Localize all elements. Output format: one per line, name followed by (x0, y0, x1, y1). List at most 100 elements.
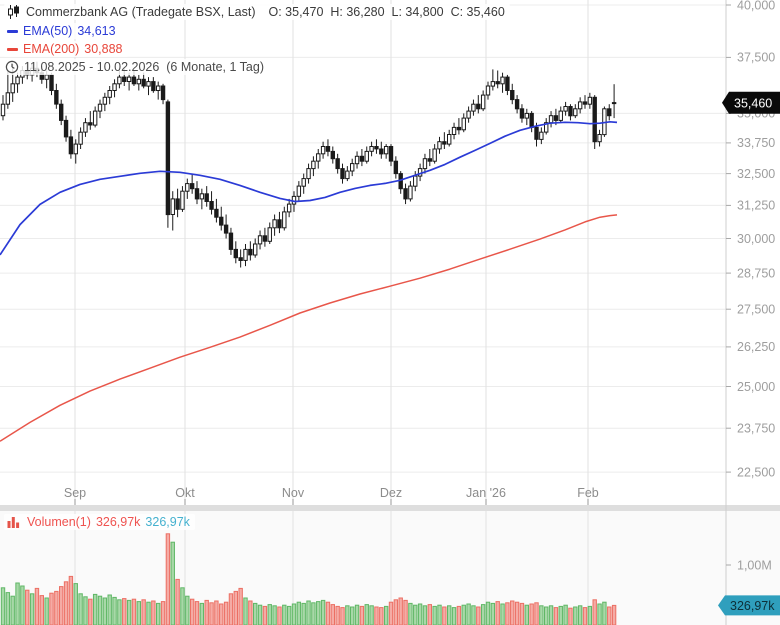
time-axis[interactable]: Sep Okt Nov Dez Jan '26 Feb (64, 486, 599, 505)
volume-bar (156, 602, 161, 625)
volume-bar (49, 592, 54, 625)
candle-body (558, 110, 563, 121)
volume-bar (146, 601, 151, 625)
volume-bar (233, 590, 239, 625)
candle-body (88, 122, 93, 126)
candle-body (427, 158, 433, 162)
volume-bar (320, 599, 326, 625)
last-volume-badge-value: 326,97k (730, 599, 775, 613)
volume-bar (243, 597, 248, 625)
volume-bar (262, 605, 268, 625)
candle-body (325, 146, 331, 152)
volume-bar (39, 595, 44, 625)
volume-tick-label: 1,00M (737, 558, 772, 572)
volume-bar (393, 599, 399, 625)
candle-body (510, 90, 515, 101)
volume-bar (388, 601, 394, 625)
volume-bar (403, 599, 408, 625)
candlestick-chart-icon (8, 5, 19, 19)
ema200-legend-row[interactable]: EMA(200) 30,888 (4, 41, 128, 57)
volume-bar (194, 601, 200, 625)
volume-bar (238, 587, 243, 625)
volume-bar (20, 585, 25, 625)
volume-bar (301, 602, 306, 625)
price-panel-background[interactable] (0, 0, 780, 505)
month-label: Sep (64, 486, 86, 500)
volume-axis[interactable]: 1,00M (726, 558, 772, 572)
volume-legend-row[interactable]: Volumen(1) 326,97k 326,97k (4, 514, 195, 530)
candle-body (345, 170, 350, 180)
volume-bar (398, 597, 403, 625)
date-range-row[interactable]: 11.08.2025 - 10.02.2026 (6 Monate, 1 Tag… (2, 59, 269, 75)
candle-body (185, 183, 190, 192)
volume-bar (548, 605, 554, 625)
price-tick-label: 27,500 (737, 303, 775, 317)
candle-body (505, 76, 510, 91)
candle-body (170, 198, 175, 215)
candle-body (311, 160, 316, 170)
candle-body (160, 85, 166, 101)
candle-body (388, 146, 394, 162)
volume-bar (83, 596, 88, 625)
volume-bar (466, 603, 471, 625)
volume-bar (286, 605, 292, 625)
candle-body (262, 235, 268, 242)
candle-body (611, 102, 617, 105)
volume-bar (587, 605, 593, 625)
candle-body (54, 90, 59, 105)
volume-value-cursor: 326,97k (145, 515, 190, 529)
candle-body (495, 81, 500, 85)
candle-body (10, 83, 15, 94)
candle-body (189, 183, 195, 190)
price-tick-label: 31,250 (737, 199, 775, 213)
candle-body (83, 122, 88, 133)
candle-body (301, 178, 306, 187)
price-tick-label: 23,750 (737, 422, 775, 436)
volume-bar (25, 589, 30, 625)
candle-body (233, 248, 239, 259)
ema50-value: 34,613 (77, 24, 116, 38)
panel-separator[interactable] (0, 505, 780, 511)
volume-bar (160, 601, 166, 625)
volume-bar (141, 599, 146, 625)
instrument-legend-row[interactable]: Commerzbank AG (Tradegate BSX, Last) O: 3… (4, 4, 510, 20)
candle-body (141, 78, 146, 87)
candle-body (490, 81, 496, 87)
volume-bar (10, 595, 15, 625)
volume-bar (602, 601, 607, 625)
candle-body (563, 106, 568, 112)
volume-bar (379, 607, 384, 625)
candle-body (267, 227, 272, 242)
volume-bar (131, 598, 137, 625)
candle-body (122, 76, 127, 82)
instrument-title: Commerzbank AG (Tradegate BSX, Last) (26, 5, 256, 19)
volume-bar (607, 606, 612, 625)
volume-bar (316, 601, 321, 625)
volume-bar (514, 601, 520, 625)
candle-body (44, 74, 49, 80)
price-tick-label: 30,000 (737, 232, 775, 246)
candle-body (393, 160, 399, 175)
volume-bar (296, 601, 302, 625)
volume-bar (451, 607, 457, 625)
candle-body (369, 146, 374, 152)
candle-body (514, 99, 520, 110)
candle-body (194, 188, 200, 200)
candle-body (519, 108, 525, 119)
volume-bar (563, 604, 568, 625)
candle-body (553, 115, 559, 121)
volume-bar (214, 600, 219, 625)
volume-bar (122, 598, 127, 625)
candle-body (350, 163, 355, 172)
ema50-legend-row[interactable]: EMA(50) 34,613 (4, 23, 121, 39)
candle-body (248, 248, 253, 256)
ema50-line (0, 120, 618, 256)
candle-body (607, 108, 612, 117)
volume-bar (592, 599, 597, 625)
volume-bar (257, 604, 263, 625)
ohlc-values: O: 35,470 H: 36,280 L: 34,800 C: 35,460 (268, 5, 505, 19)
candle-body (68, 136, 74, 155)
candle-body (59, 103, 64, 121)
volume-label: Volumen(1) (27, 515, 91, 529)
